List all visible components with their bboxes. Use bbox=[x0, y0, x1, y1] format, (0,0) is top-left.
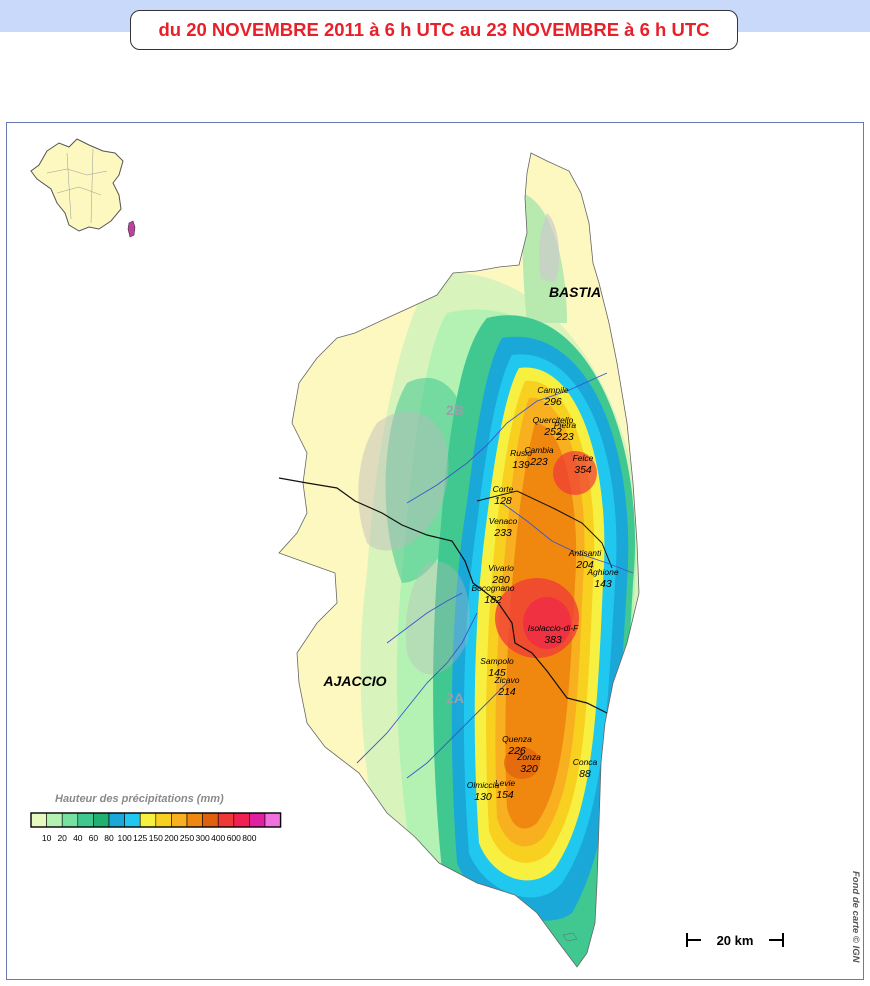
station-name: Bocognano bbox=[471, 583, 514, 593]
station-name: Quercitello bbox=[533, 415, 574, 425]
precipitation-zones bbox=[279, 153, 639, 967]
station-name: Zonza bbox=[516, 752, 541, 762]
legend-swatch bbox=[264, 812, 281, 828]
corsica-outline bbox=[278, 152, 640, 968]
legend-swatch bbox=[139, 812, 157, 828]
station-name: Vivario bbox=[488, 563, 514, 573]
legend-swatch bbox=[155, 812, 172, 828]
map-title: du 20 NOVEMBRE 2011 à 6 h UTC au 23 NOVE… bbox=[158, 19, 710, 40]
rivers bbox=[356, 372, 634, 779]
legend-swatch bbox=[108, 812, 125, 828]
station-value: 214 bbox=[497, 686, 516, 698]
corsica-inset bbox=[127, 220, 136, 238]
legend-swatch bbox=[249, 812, 266, 828]
france-outline bbox=[30, 138, 124, 232]
scale-label: 20 km bbox=[717, 933, 754, 948]
city-label-ajaccio: AJACCIO bbox=[322, 673, 386, 689]
legend-label: 600 bbox=[227, 833, 241, 843]
station-labels: Campile296Quercitello252Pietra223Cambia2… bbox=[467, 385, 619, 803]
station-value: 223 bbox=[529, 456, 548, 468]
legend-swatch bbox=[202, 812, 219, 828]
station-value: 296 bbox=[543, 396, 562, 408]
legend-label: 150 bbox=[149, 833, 163, 843]
legend-label: 80 bbox=[104, 833, 114, 843]
legend-swatch bbox=[217, 812, 235, 828]
legend-label: 10 bbox=[42, 833, 52, 843]
station-value: 143 bbox=[594, 578, 612, 590]
legend-swatch bbox=[61, 812, 79, 828]
legend-label: 20 bbox=[57, 833, 67, 843]
station-value: 139 bbox=[512, 459, 530, 471]
france-inset bbox=[30, 138, 136, 238]
station-name: Rusio bbox=[510, 448, 532, 458]
legend-label: 60 bbox=[89, 833, 99, 843]
dept-label-2b: 2B bbox=[446, 402, 464, 418]
station-value: 128 bbox=[494, 495, 512, 507]
station-value: 280 bbox=[491, 574, 510, 586]
station-name: Campile bbox=[537, 385, 568, 395]
legend-swatch bbox=[77, 812, 94, 828]
station-value: 320 bbox=[520, 763, 538, 775]
legend-label: 125 bbox=[133, 833, 147, 843]
legend-label: 200 bbox=[164, 833, 178, 843]
legend-swatch bbox=[186, 812, 203, 828]
station-name: Conca bbox=[573, 757, 598, 767]
station-name: Corte bbox=[493, 484, 514, 494]
station-name: Venaco bbox=[489, 516, 518, 526]
station-value: 252 bbox=[543, 426, 562, 438]
legend-swatch bbox=[124, 812, 141, 828]
legend-swatch bbox=[233, 812, 250, 828]
station-name: Sampolo bbox=[480, 656, 514, 666]
map-frame: 2B 2A BASTIA AJACCIO Campile 296 Quercitel… bbox=[6, 122, 864, 980]
legend-swatch bbox=[93, 812, 110, 828]
legend-label: 250 bbox=[180, 833, 194, 843]
station-value: 383 bbox=[544, 634, 562, 646]
station-name: Olmiccia bbox=[467, 780, 500, 790]
station-value: 88 bbox=[579, 768, 591, 780]
station-name: Isolaccio-di-F bbox=[528, 623, 579, 633]
station-name: Cambia bbox=[524, 445, 554, 455]
station-value: 226 bbox=[507, 745, 526, 757]
legend-label: 800 bbox=[242, 833, 256, 843]
station-name: Zicavo bbox=[493, 675, 519, 685]
small-island bbox=[562, 932, 578, 942]
legend-swatch bbox=[30, 812, 47, 828]
station-name: Levie bbox=[495, 778, 516, 788]
station-value: 130 bbox=[474, 791, 492, 803]
legend-swatch bbox=[171, 812, 188, 828]
dept-label-2a: 2A bbox=[446, 690, 464, 706]
department-boundary bbox=[278, 477, 608, 714]
precipitation-legend: Hauteur des précipitations (mm) 10 20 40 60… bbox=[30, 793, 282, 843]
title-box: du 20 NOVEMBRE 2011 à 6 h UTC au 23 NOVE… bbox=[130, 10, 738, 50]
legend-label: 400 bbox=[211, 833, 225, 843]
region-boundary-north bbox=[476, 490, 613, 569]
legend-label: 300 bbox=[196, 833, 210, 843]
scale-bar: 20 km bbox=[686, 933, 784, 948]
station-name: Pietra bbox=[554, 420, 576, 430]
station-name: Quenza bbox=[502, 734, 532, 744]
station-value: 145 bbox=[488, 667, 506, 679]
station-name: Antisanti bbox=[568, 548, 603, 558]
station-value: 182 bbox=[484, 594, 502, 606]
station-value: 233 bbox=[493, 527, 512, 539]
station-value: 354 bbox=[574, 464, 592, 476]
legend-border bbox=[30, 812, 282, 828]
map-credit: Fond de carte © IGN bbox=[850, 871, 861, 964]
station-name: Aghione bbox=[586, 567, 618, 577]
legend-title: Hauteur des précipitations (mm) bbox=[55, 793, 224, 805]
city-label-bastia: BASTIA bbox=[549, 284, 601, 300]
legend-label: 100 bbox=[118, 833, 132, 843]
legend-label: 40 bbox=[73, 833, 83, 843]
station-name: Felce bbox=[573, 453, 594, 463]
station-value: 204 bbox=[575, 559, 594, 571]
station-value: 154 bbox=[496, 789, 514, 801]
station-value: 223 bbox=[555, 431, 574, 443]
legend-swatch bbox=[46, 812, 63, 828]
